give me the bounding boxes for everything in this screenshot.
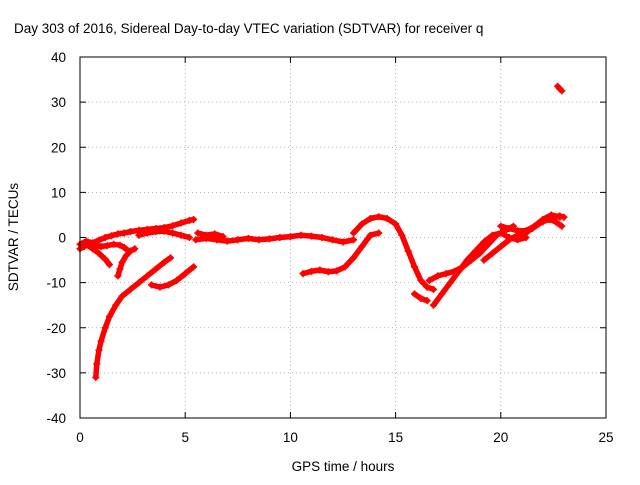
data-series	[76, 82, 568, 381]
y-axis-label: SDTVAR / TECUs	[6, 183, 21, 292]
series-trace	[430, 230, 529, 308]
series-trace	[115, 246, 138, 279]
series-trace	[93, 255, 174, 381]
series-trace	[195, 230, 226, 240]
x-tick-label: 5	[181, 430, 189, 445]
series-track-10	[350, 213, 437, 293]
y-tick-label: -30	[46, 366, 66, 381]
series-trace	[529, 216, 565, 232]
series-trace	[148, 264, 197, 290]
series-track-03	[82, 240, 113, 269]
x-tick-label: 20	[493, 430, 508, 445]
series-track-09	[194, 229, 227, 241]
x-tick-label: 25	[598, 430, 613, 445]
y-tick-label: -20	[46, 321, 66, 336]
series-track-18	[554, 82, 566, 95]
series-trace	[192, 232, 357, 245]
x-tick-label: 15	[388, 430, 403, 445]
series-trace	[83, 241, 113, 268]
axis-ticks: 0 5 10 15 20 25 -40 -30 -20 -10 0 10 20 30 40	[46, 50, 613, 445]
series-track-12	[411, 290, 431, 305]
series-trace	[426, 223, 517, 284]
y-tick-label: 30	[51, 95, 66, 110]
series-track-11	[299, 229, 383, 278]
series-track-17	[528, 215, 566, 232]
series-trace	[411, 291, 430, 304]
y-tick-label: 0	[58, 231, 66, 246]
y-tick-label: -10	[46, 276, 66, 291]
x-tick-label: 10	[283, 430, 298, 445]
x-axis-label: GPS time / hours	[292, 459, 395, 474]
y-tick-label: 40	[51, 50, 66, 65]
x-tick-label: 0	[76, 430, 84, 445]
series-track-05	[92, 254, 174, 381]
series-trace	[136, 228, 193, 241]
series-track-07	[135, 227, 193, 241]
series-trace	[350, 213, 437, 293]
series-track-04	[114, 245, 139, 280]
y-tick-label: -40	[46, 411, 66, 426]
chart-title: Day 303 of 2016, Sidereal Day-to-day VTE…	[14, 21, 483, 36]
series-trace	[300, 230, 382, 277]
series-trace	[554, 83, 565, 94]
y-tick-label: 10	[51, 185, 66, 200]
series-track-06	[148, 263, 198, 291]
series-trace	[77, 216, 197, 248]
series-track-13	[429, 229, 530, 309]
y-tick-label: 20	[51, 140, 66, 155]
